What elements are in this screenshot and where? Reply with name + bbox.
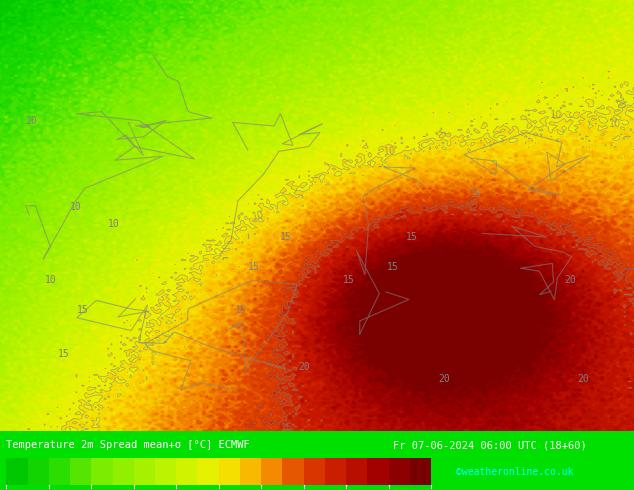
Bar bbox=[325, 458, 346, 485]
Text: 15: 15 bbox=[470, 189, 481, 199]
Bar bbox=[134, 458, 155, 485]
Text: 10: 10 bbox=[432, 126, 448, 142]
Text: 15: 15 bbox=[387, 262, 399, 272]
Bar bbox=[113, 458, 134, 485]
Bar bbox=[155, 458, 176, 485]
Text: 20: 20 bbox=[299, 362, 310, 371]
Text: 10: 10 bbox=[609, 119, 621, 129]
Text: 15: 15 bbox=[465, 198, 481, 213]
Text: 10: 10 bbox=[108, 219, 120, 229]
Bar bbox=[283, 458, 304, 485]
Bar bbox=[410, 458, 431, 485]
Text: 20: 20 bbox=[565, 275, 576, 285]
Text: 10: 10 bbox=[612, 97, 625, 111]
Text: 20: 20 bbox=[578, 374, 589, 385]
Text: 15: 15 bbox=[77, 305, 88, 316]
Bar bbox=[368, 458, 389, 485]
Bar bbox=[261, 458, 283, 485]
Bar bbox=[176, 458, 197, 485]
Text: Fr 07-06-2024 06:00 UTC (18+60): Fr 07-06-2024 06:00 UTC (18+60) bbox=[393, 440, 587, 450]
Text: 10: 10 bbox=[45, 275, 56, 285]
Bar bbox=[240, 458, 261, 485]
Text: 15: 15 bbox=[406, 232, 418, 242]
Text: 15: 15 bbox=[58, 348, 69, 359]
Bar bbox=[70, 458, 91, 485]
Bar bbox=[28, 458, 49, 485]
Bar bbox=[219, 458, 240, 485]
Bar bbox=[197, 458, 219, 485]
Bar bbox=[346, 458, 368, 485]
Text: 10: 10 bbox=[383, 146, 396, 157]
Text: 20: 20 bbox=[438, 374, 450, 385]
Text: 15: 15 bbox=[280, 423, 293, 433]
Bar bbox=[304, 458, 325, 485]
Text: 10: 10 bbox=[26, 116, 37, 126]
Text: ©weatheronline.co.uk: ©weatheronline.co.uk bbox=[456, 467, 574, 477]
Bar bbox=[6, 458, 28, 485]
Bar bbox=[49, 458, 70, 485]
Text: 10: 10 bbox=[550, 110, 562, 120]
Text: 15: 15 bbox=[343, 275, 354, 285]
Text: 15: 15 bbox=[248, 262, 259, 272]
Text: 10: 10 bbox=[70, 202, 82, 212]
Text: Temperature 2m Spread mean+σ [°C] ECMWF: Temperature 2m Spread mean+σ [°C] ECMWF bbox=[6, 440, 250, 450]
Text: 15: 15 bbox=[280, 232, 291, 242]
Bar bbox=[91, 458, 113, 485]
Text: 10: 10 bbox=[251, 209, 265, 221]
Text: 15: 15 bbox=[235, 305, 247, 316]
Bar bbox=[389, 458, 410, 485]
